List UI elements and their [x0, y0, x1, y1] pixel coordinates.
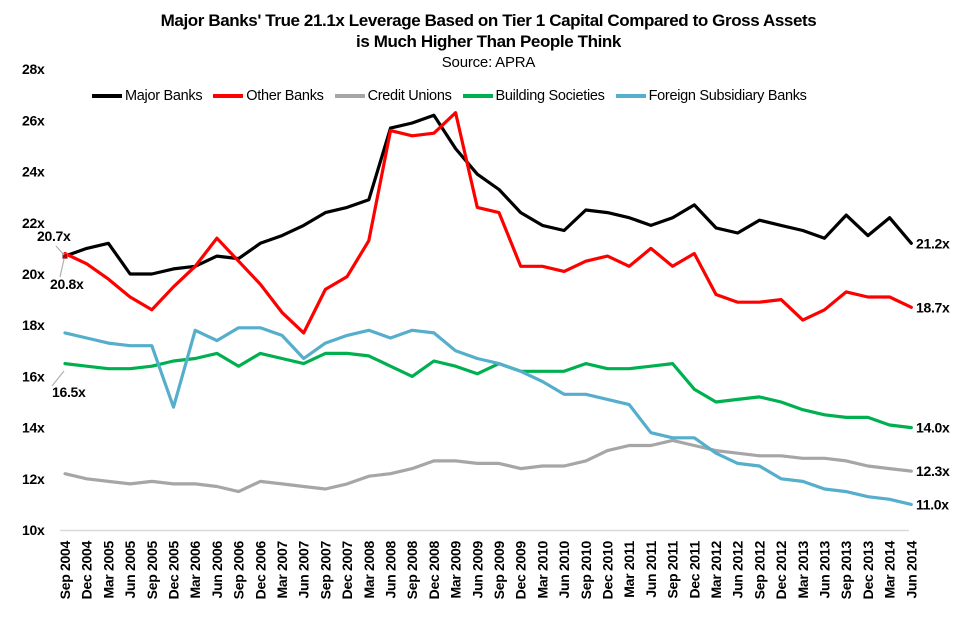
end-value-label: 21.2x [916, 235, 950, 251]
legend-swatch [462, 94, 493, 98]
start-value-label: 20.8x [50, 276, 84, 292]
y-tick-label: 28x [22, 61, 45, 77]
x-tick-label: Mar 2011 [621, 540, 637, 597]
y-tick-label: 10x [22, 522, 45, 538]
x-tick-label: Mar 2008 [361, 540, 377, 598]
series-line-other-banks [63, 111, 913, 335]
x-tick-label: Jun 2005 [122, 540, 138, 598]
series-line-credit-unions [63, 438, 913, 494]
end-value-label: 18.7x [916, 299, 950, 315]
x-tick-label: Sep 2011 [665, 540, 681, 598]
legend-label: Foreign Subsidiary Banks [648, 88, 807, 104]
x-tick-label: Dec 2009 [513, 540, 529, 599]
x-tick-label: Mar 2010 [534, 540, 550, 598]
x-tick-label: Dec 2010 [600, 540, 616, 599]
x-tick-label: Mar 2013 [795, 540, 811, 598]
end-value-label: 14.0x [916, 420, 950, 436]
x-tick-label: Sep 2006 [231, 540, 247, 599]
legend-label: Other Banks [246, 88, 324, 104]
legend-item-foreign-subsidiary-banks: Foreign Subsidiary Banks [615, 88, 807, 104]
y-tick-label: 20x [22, 266, 45, 282]
x-tick-label: Dec 2005 [166, 540, 182, 599]
x-tick-label: Dec 2004 [79, 540, 95, 599]
x-tick-label: Mar 2012 [708, 540, 724, 598]
annotation-leader-line [51, 370, 65, 387]
legend-item-credit-unions: Credit Unions [334, 88, 452, 104]
y-tick-label: 12x [22, 471, 45, 487]
legend-swatch [92, 94, 122, 98]
x-tick-label: Jun 2011 [643, 541, 659, 598]
x-tick-label: Sep 2010 [578, 540, 594, 599]
annotation-leader-line [59, 258, 65, 278]
y-tick-label: 24x [22, 164, 45, 180]
legend: Major Banks Other Banks Credit Unions Build… [92, 88, 818, 104]
x-tick-label: Jun 2007 [296, 540, 312, 598]
legend-swatch [213, 94, 244, 98]
annotation-leader-line [55, 245, 65, 256]
series-line-major-banks [63, 113, 913, 276]
x-tick-label: Mar 2009 [448, 540, 464, 598]
legend-label: Major Banks [125, 88, 203, 104]
x-tick-label: Jun 2010 [556, 540, 572, 598]
legend-swatch [615, 94, 646, 98]
x-tick-label: Mar 2007 [274, 540, 290, 598]
start-value-label: 20.7x [37, 228, 71, 244]
chart-title-line2: is Much Higher Than People Think [356, 32, 621, 51]
series-line-foreign-subsidiary-banks [63, 326, 913, 506]
x-tick-label: Jun 2006 [209, 540, 225, 598]
start-value-label: 16.5x [52, 384, 86, 400]
x-tick-label: Mar 2006 [187, 540, 203, 598]
x-tick-label: Sep 2004 [57, 540, 73, 599]
series-line-building-societies [63, 351, 913, 430]
x-tick-label: Dec 2012 [773, 540, 789, 599]
legend-label: Building Societies [495, 88, 605, 104]
x-tick-label: Jun 2009 [469, 540, 485, 598]
legend-swatch [334, 94, 365, 98]
x-tick-label: Sep 2008 [404, 540, 420, 599]
x-tick-label: Jun 2014 [903, 540, 919, 598]
legend-item-other-banks: Other Banks [213, 88, 324, 104]
legend-item-building-societies: Building Societies [462, 88, 605, 104]
x-tick-label: Dec 2011 [686, 540, 702, 598]
y-tick-label: 18x [22, 317, 45, 333]
x-tick-label: Sep 2007 [317, 540, 333, 599]
x-tick-label: Dec 2013 [860, 540, 876, 599]
legend-item-major-banks: Major Banks [92, 88, 203, 104]
x-tick-label: Dec 2008 [426, 540, 442, 599]
x-tick-label: Jun 2008 [383, 540, 399, 598]
x-tick-label: Sep 2012 [751, 540, 767, 599]
x-tick-label: Dec 2007 [339, 540, 355, 599]
y-tick-label: 14x [22, 420, 45, 436]
x-tick-label: Sep 2013 [838, 540, 854, 599]
x-tick-label: Jun 2013 [817, 540, 833, 598]
chart-source: Source: APRA [441, 54, 536, 71]
x-tick-label: Dec 2006 [252, 540, 268, 599]
y-tick-label: 16x [22, 368, 45, 384]
chart-header: Major Banks' True 21.1x Leverage Based o… [0, 10, 977, 72]
start-point-marker [62, 253, 68, 259]
y-tick-label: 22x [22, 215, 45, 231]
x-tick-label: Mar 2005 [100, 540, 116, 598]
end-value-label: 12.3x [916, 463, 950, 479]
x-tick-label: Mar 2014 [882, 540, 898, 598]
x-tick-label: Sep 2009 [491, 540, 507, 599]
x-tick-label: Sep 2005 [144, 540, 160, 599]
x-tick-label: Jun 2012 [730, 540, 746, 598]
y-tick-label: 26x [22, 112, 45, 128]
end-value-label: 11.0x [916, 496, 949, 512]
chart-title-line1: Major Banks' True 21.1x Leverage Based o… [160, 11, 817, 30]
legend-label: Credit Unions [367, 88, 452, 104]
